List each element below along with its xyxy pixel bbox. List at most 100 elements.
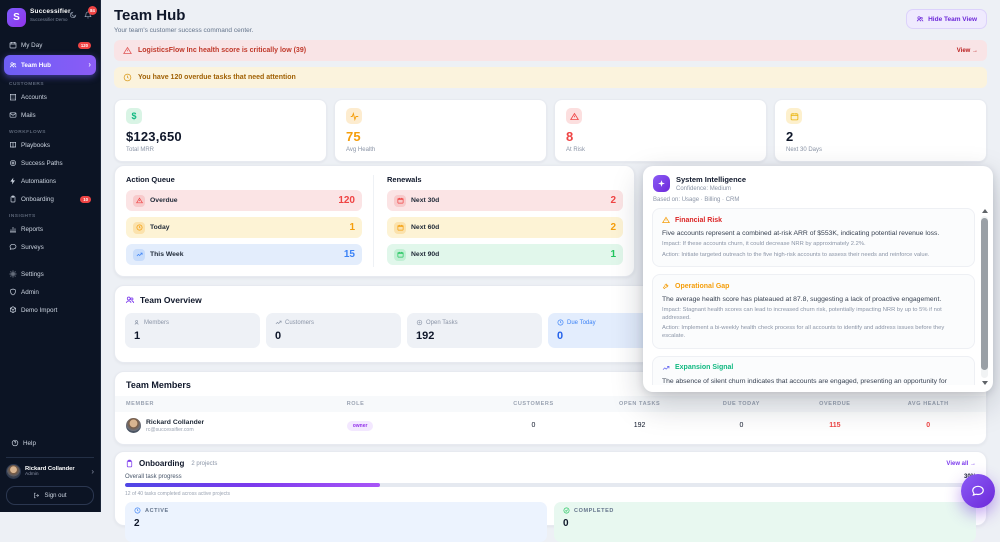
sidebar-item-label: Admin [21, 288, 39, 296]
queue-row-label: Overdue [150, 197, 178, 204]
sidebar-item-success-paths[interactable]: Success Paths [4, 155, 96, 171]
nav-section-workflows: WORKFLOWS [9, 130, 47, 135]
sidebar-nav: My Day 120 Team Hub › CUSTOMERS Accounts… [0, 32, 100, 433]
active-count: 2 [134, 518, 140, 529]
calendar-icon [786, 108, 802, 124]
sidebar-item-label: Reports [21, 225, 44, 233]
app-logo[interactable]: S [7, 8, 26, 27]
chat-fab-button[interactable] [961, 474, 995, 508]
sign-out-button[interactable]: Sign out [6, 486, 94, 505]
sidebar-item-admin[interactable]: Admin [4, 284, 96, 300]
sidebar-item-onboarding[interactable]: Onboarding 10 [4, 191, 96, 207]
renewal-row-value: 2 [610, 222, 616, 233]
trend-up-icon [662, 365, 670, 370]
alert-text: LogisticsFlow Inc health score is critic… [138, 47, 307, 54]
team-icon [126, 296, 135, 304]
completed-count: 0 [563, 518, 569, 529]
sign-out-label: Sign out [44, 492, 67, 499]
overview-card-members: Members 1 [125, 313, 260, 348]
stat-label: Total MRR [126, 147, 155, 153]
renewal-row-value: 1 [610, 249, 616, 260]
scroll-down-arrow[interactable] [982, 381, 988, 385]
nav-section-customers: CUSTOMERS [9, 82, 45, 87]
insight-impact: Impact: If these accounts churn, it coul… [662, 241, 866, 248]
queue-row-this-week[interactable]: This Week 15 [126, 244, 362, 265]
insight-action: Action: Implement a bi-weekly health che… [662, 325, 945, 339]
wrench-icon [662, 283, 669, 290]
stat-label: Next 30 Days [786, 147, 823, 153]
stat-value: $123,650 [126, 129, 182, 144]
hide-team-view-label: Hide Team View [928, 15, 977, 23]
sidebar-item-help[interactable]: Help [6, 435, 94, 451]
sidebar-item-automations[interactable]: Automations [4, 173, 96, 189]
clock-icon [557, 319, 564, 326]
clipboard-icon [126, 459, 133, 468]
sidebar-item-demo-import[interactable]: Demo Import [4, 302, 96, 318]
insight-card-expansion-signal: Expansion Signal The absence of silent c… [652, 355, 975, 385]
calendar-icon [394, 221, 406, 234]
sidebar-item-my-day[interactable]: My Day 120 [4, 37, 96, 53]
sidebar-item-settings[interactable]: Settings [4, 266, 96, 282]
progress-bar-fill [125, 483, 381, 487]
stat-card-total-mrr: $ $123,650 Total MRR [114, 99, 327, 162]
renewal-row-90d[interactable]: Next 90d 1 [387, 244, 623, 265]
overview-card-open-tasks: Open Tasks 192 [407, 313, 542, 348]
insight-title: Operational Gap [675, 282, 730, 290]
scrollbar[interactable] [980, 208, 989, 386]
view-all-link[interactable]: View all → [946, 460, 976, 467]
member-email: rc@successifier.com [146, 426, 194, 433]
building-icon [10, 94, 16, 101]
help-icon [11, 439, 19, 447]
scrollbar-thumb[interactable] [981, 218, 988, 370]
avatar [126, 418, 141, 433]
table-header: Member Role Customers Open Tasks Due Tod… [115, 396, 986, 412]
sidebar-item-label: Playbooks [21, 141, 51, 149]
notifications-bell-icon[interactable]: 84 [84, 6, 97, 19]
renewal-row-label: Next 60d [411, 224, 440, 231]
chevron-right-icon: › [88, 60, 91, 69]
insight-title: Financial Risk [675, 216, 723, 224]
onboarding-title: Onboarding [139, 459, 185, 468]
insight-title: Expansion Signal [675, 364, 734, 372]
sidebar-item-accounts[interactable]: Accounts [4, 89, 96, 105]
intelligence-title: System Intelligence [676, 175, 747, 184]
hide-team-view-button[interactable]: Hide Team View [906, 9, 987, 29]
cell-due-today: 0 [739, 422, 744, 429]
table-row[interactable]: Rickard Collander rc@successifier.com ow… [115, 412, 986, 439]
action-queue-title: Action Queue [126, 175, 175, 184]
insight-body: Five accounts represent a combined at-ri… [662, 230, 940, 237]
warning-triangle-icon [662, 216, 670, 224]
sparkle-icon [653, 175, 670, 192]
insight-card-financial-risk: Financial Risk Five accounts represent a… [652, 208, 975, 268]
sidebar-item-reports[interactable]: Reports [4, 221, 96, 237]
sidebar-item-mails[interactable]: Mails [4, 107, 96, 123]
queue-row-label: This Week [150, 251, 184, 258]
action-queue-renewals-card: Action Queue Overdue 120 Today 1 This We… [114, 165, 635, 277]
role-badge: owner [346, 420, 374, 431]
intelligence-scroll-area: Financial Risk Five accounts represent a… [652, 208, 975, 385]
bolt-icon [10, 177, 15, 185]
scroll-up-arrow[interactable] [982, 209, 988, 213]
sidebar-item-team-hub[interactable]: Team Hub › [4, 55, 96, 75]
sidebar-item-label: Mails [21, 111, 36, 119]
help-label: Help [23, 439, 36, 447]
onboarding-projects-count: 2 projects [191, 460, 218, 467]
cell-avg-health: 0 [926, 422, 931, 429]
sidebar-item-surveys[interactable]: Surveys [4, 239, 96, 255]
queue-row-today[interactable]: Today 1 [126, 217, 362, 238]
progress-caption: 12 of 40 tasks completed across active p… [125, 491, 231, 497]
user-menu[interactable]: Rickard Collander Admin › [6, 464, 94, 479]
queue-row-value: 1 [349, 222, 355, 233]
alert-view-link[interactable]: View → [956, 47, 978, 54]
renewal-row-30d[interactable]: Next 30d 2 [387, 190, 623, 211]
renewal-row-60d[interactable]: Next 60d 2 [387, 217, 623, 238]
column-header: Due Today [722, 401, 761, 407]
dark-mode-moon-icon[interactable] [69, 11, 77, 19]
stat-card-at-risk: 8 At Risk [554, 99, 767, 162]
queue-row-value: 120 [338, 195, 355, 206]
sidebar-item-playbooks[interactable]: Playbooks [4, 137, 96, 153]
sidebar-item-label: Success Paths [21, 159, 63, 167]
team-members-title: Team Members [126, 380, 191, 390]
queue-row-overdue[interactable]: Overdue 120 [126, 190, 362, 211]
overview-value: 0 [275, 330, 282, 342]
